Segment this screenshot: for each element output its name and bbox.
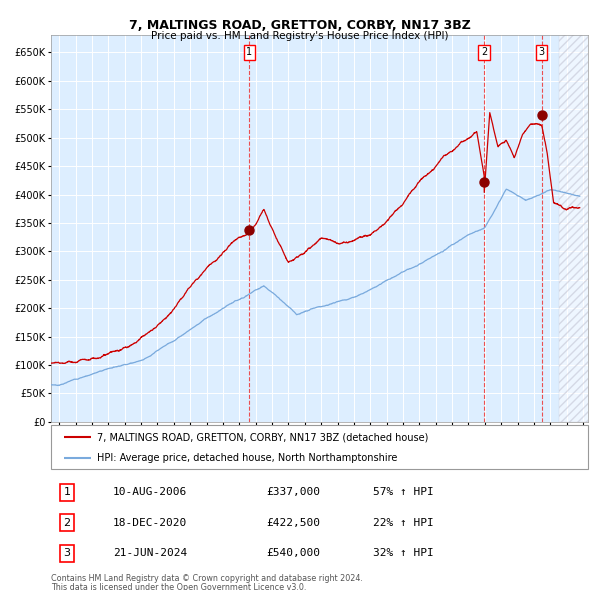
Text: 2: 2	[64, 518, 71, 527]
Text: This data is licensed under the Open Government Licence v3.0.: This data is licensed under the Open Gov…	[51, 583, 307, 590]
Text: 1: 1	[247, 47, 253, 57]
Text: Price paid vs. HM Land Registry's House Price Index (HPI): Price paid vs. HM Land Registry's House …	[151, 31, 449, 41]
Text: 1: 1	[64, 487, 71, 497]
Text: 32% ↑ HPI: 32% ↑ HPI	[373, 549, 434, 558]
Text: 22% ↑ HPI: 22% ↑ HPI	[373, 518, 434, 527]
Text: 2: 2	[481, 47, 487, 57]
Text: 18-DEC-2020: 18-DEC-2020	[113, 518, 187, 527]
Text: £422,500: £422,500	[266, 518, 320, 527]
Text: 3: 3	[64, 549, 71, 558]
Text: Contains HM Land Registry data © Crown copyright and database right 2024.: Contains HM Land Registry data © Crown c…	[51, 573, 363, 583]
Text: 57% ↑ HPI: 57% ↑ HPI	[373, 487, 434, 497]
Text: 3: 3	[539, 47, 545, 57]
Text: £337,000: £337,000	[266, 487, 320, 497]
Text: HPI: Average price, detached house, North Northamptonshire: HPI: Average price, detached house, Nort…	[97, 453, 397, 463]
FancyBboxPatch shape	[51, 425, 588, 469]
Text: £540,000: £540,000	[266, 549, 320, 558]
Text: 7, MALTINGS ROAD, GRETTON, CORBY, NN17 3BZ (detached house): 7, MALTINGS ROAD, GRETTON, CORBY, NN17 3…	[97, 432, 428, 442]
Bar	[559, 35, 591, 422]
Text: 7, MALTINGS ROAD, GRETTON, CORBY, NN17 3BZ: 7, MALTINGS ROAD, GRETTON, CORBY, NN17 3…	[129, 19, 471, 32]
Text: 10-AUG-2006: 10-AUG-2006	[113, 487, 187, 497]
Text: 21-JUN-2024: 21-JUN-2024	[113, 549, 187, 558]
